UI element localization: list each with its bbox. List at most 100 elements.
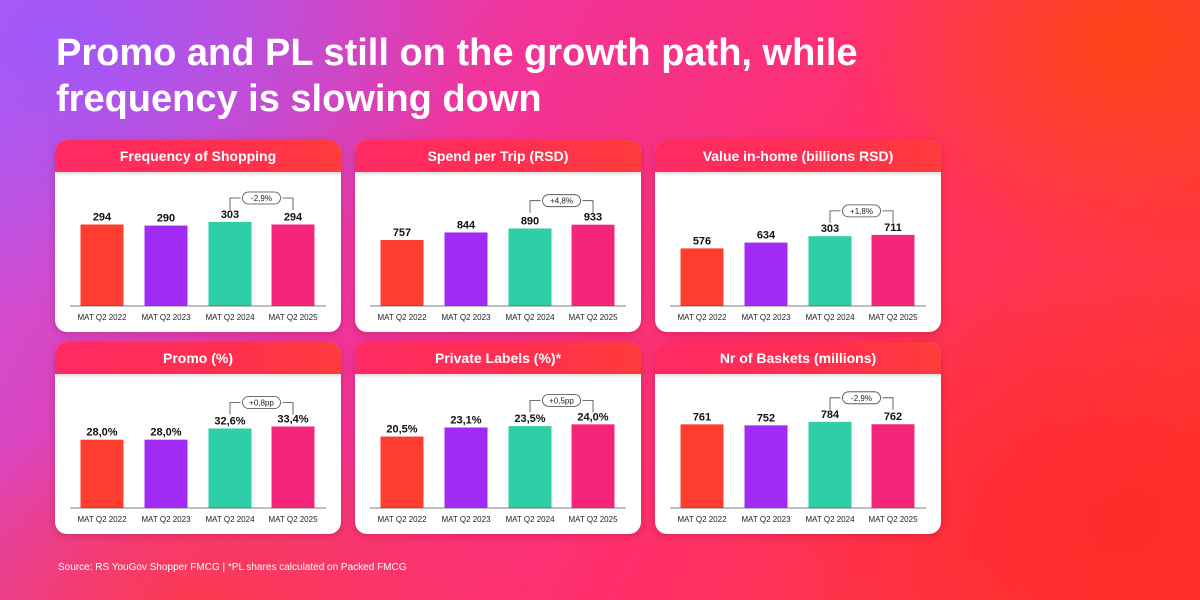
data-label: 294 [93, 211, 112, 223]
data-label: 32,6% [214, 415, 245, 427]
category-label: MAT Q2 2022 [377, 313, 427, 322]
chart-panel-value-in-home: Value in-home (billions RSD) 576 MAT Q2 2… [655, 140, 941, 332]
data-label: 24,0% [577, 411, 608, 423]
data-label: 294 [284, 211, 303, 223]
bar-3 [871, 234, 915, 306]
data-label: 890 [521, 215, 539, 227]
chart-frequency: 294 MAT Q2 2022 290 MAT Q2 2023 303 MAT Q2 20… [70, 191, 326, 322]
data-label: 28,0% [86, 427, 117, 439]
category-label: MAT Q2 2022 [677, 515, 727, 524]
bar-1 [444, 427, 488, 508]
bar-2 [808, 236, 852, 306]
change-bracket [229, 197, 294, 210]
category-label: MAT Q2 2025 [268, 313, 318, 322]
category-label: MAT Q2 2022 [377, 515, 427, 524]
chart-title: Nr of Baskets (millions) [655, 342, 941, 374]
change-bracket [829, 210, 894, 223]
data-label: 933 [584, 212, 602, 224]
bar-3 [871, 424, 915, 508]
bar-0 [680, 248, 724, 306]
bar-0 [380, 240, 424, 306]
category-label: MAT Q2 2025 [868, 313, 918, 322]
page-title: Promo and PL still on the growth path, w… [56, 32, 858, 120]
chart-private-labels: 20,5% MAT Q2 2022 23,1% MAT Q2 2023 23,5% MAT… [370, 393, 626, 524]
bar-2 [508, 426, 552, 508]
category-label: MAT Q2 2023 [141, 515, 191, 524]
change-pill [842, 391, 881, 405]
category-label: MAT Q2 2024 [505, 515, 555, 524]
change-bracket [829, 397, 894, 410]
chart-spend-per-trip: 757 MAT Q2 2022 844 MAT Q2 2023 890 MAT Q2 20… [370, 194, 626, 322]
bar-0 [80, 224, 124, 306]
bar-0 [680, 424, 724, 508]
bar-2 [208, 221, 252, 306]
bar-2 [808, 421, 852, 508]
bar-3 [271, 426, 315, 508]
change-bracket [229, 402, 294, 415]
data-label: 761 [693, 411, 711, 423]
bar-0 [380, 436, 424, 508]
category-label: MAT Q2 2025 [268, 515, 318, 524]
data-label: 23,5% [514, 413, 545, 425]
data-label: 757 [393, 227, 411, 239]
data-label: 303 [821, 223, 839, 235]
chart-title: Spend per Trip (RSD) [355, 140, 641, 172]
data-label: 23,1% [450, 414, 481, 426]
bar-2 [208, 428, 252, 508]
category-label: MAT Q2 2024 [205, 515, 255, 524]
change-label: +1,8% [850, 207, 873, 216]
category-label: MAT Q2 2025 [568, 313, 618, 322]
chart-panel-frequency: Frequency of Shopping 294 MAT Q2 2022 290 M… [55, 140, 341, 332]
bar-2 [508, 228, 552, 306]
change-label: +4,8% [550, 197, 573, 206]
chart-title: Value in-home (billions RSD) [655, 140, 941, 172]
bar-3 [571, 424, 615, 508]
bar-1 [444, 232, 488, 306]
change-bracket [529, 399, 594, 413]
category-label: MAT Q2 2023 [441, 515, 491, 524]
category-label: MAT Q2 2022 [677, 313, 727, 322]
change-label: +0,5pp [549, 396, 574, 405]
chart-panel-baskets: Nr of Baskets (millions) 761 MAT Q2 2022 7… [655, 342, 941, 534]
category-label: MAT Q2 2023 [741, 313, 791, 322]
category-label: MAT Q2 2024 [805, 313, 855, 322]
category-label: MAT Q2 2023 [741, 515, 791, 524]
data-label: 290 [157, 213, 175, 225]
bar-3 [571, 224, 615, 306]
data-label: 20,5% [386, 424, 417, 436]
category-label: MAT Q2 2022 [77, 515, 127, 524]
bar-1 [144, 439, 188, 508]
data-label: 33,4% [277, 414, 308, 426]
chart-promo: 28,0% MAT Q2 2022 28,0% MAT Q2 2023 32,6% MAT… [70, 396, 326, 524]
category-label: MAT Q2 2024 [205, 313, 255, 322]
data-label: 762 [884, 411, 902, 423]
chart-value-in-home: 576 MAT Q2 2022 634 MAT Q2 2023 303 MAT Q2 20… [670, 204, 926, 322]
change-pill [542, 393, 581, 407]
category-label: MAT Q2 2022 [77, 313, 127, 322]
bar-1 [744, 242, 788, 306]
change-pill [242, 191, 281, 205]
bar-1 [144, 225, 188, 306]
bar-0 [80, 439, 124, 508]
data-label: 844 [457, 219, 476, 231]
change-pill [842, 204, 881, 218]
chart-panel-spend-per-trip: Spend per Trip (RSD) 757 MAT Q2 2022 844 MA… [355, 140, 641, 332]
chart-title: Promo (%) [55, 342, 341, 374]
category-label: MAT Q2 2024 [805, 515, 855, 524]
chart-panel-promo: Promo (%) 28,0% MAT Q2 2022 28,0% MAT Q2 20… [55, 342, 341, 534]
change-pill [542, 194, 581, 208]
bar-3 [271, 224, 315, 306]
data-label: 576 [693, 235, 711, 247]
data-label: 634 [757, 230, 776, 242]
change-label: -2,9% [251, 194, 272, 203]
category-label: MAT Q2 2023 [141, 313, 191, 322]
category-label: MAT Q2 2024 [505, 313, 555, 322]
data-label: 752 [757, 412, 775, 424]
category-label: MAT Q2 2023 [441, 313, 491, 322]
data-label: 784 [821, 409, 840, 421]
bar-1 [744, 425, 788, 508]
category-label: MAT Q2 2025 [568, 515, 618, 524]
chart-title: Frequency of Shopping [55, 140, 341, 172]
data-label: 303 [221, 209, 239, 221]
category-label: MAT Q2 2025 [868, 515, 918, 524]
